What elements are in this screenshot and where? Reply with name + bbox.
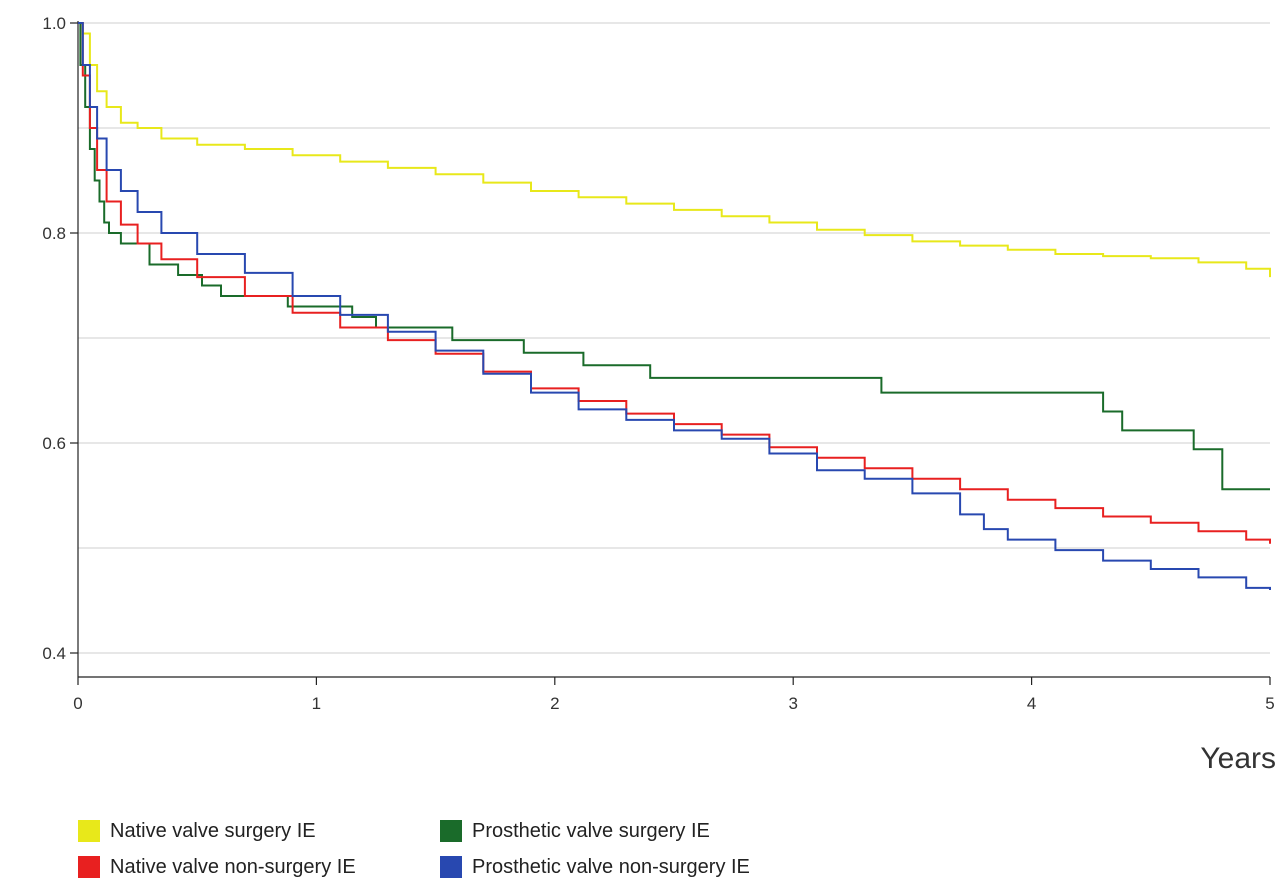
- legend-label-prosthetic-surgery: Prosthetic valve surgery IE: [472, 819, 710, 842]
- legend-label-prosthetic-non-surgery: Prosthetic valve non-surgery IE: [472, 855, 750, 878]
- series-line-3: [78, 22, 1271, 590]
- legend-label-native-non-surgery: Native valve non-surgery IE: [110, 855, 356, 878]
- x-tick-label: 1: [312, 694, 321, 713]
- x-tick-label: 4: [1027, 694, 1036, 713]
- legend-swatch-prosthetic-surgery: [440, 820, 462, 842]
- legend-swatch-prosthetic-non-surgery: [440, 856, 462, 878]
- y-tick-label: 1.0: [42, 14, 66, 33]
- x-tick-label: 3: [788, 694, 797, 713]
- legend: Native valve surgery IE Prosthetic valve…: [78, 815, 878, 885]
- grid-lines: [78, 22, 1270, 654]
- legend-item-native-surgery: Native valve surgery IE: [78, 818, 316, 844]
- legend-item-native-non-surgery: Native valve non-surgery IE: [78, 854, 356, 880]
- series-lines: [78, 22, 1271, 590]
- x-tick-label: 5: [1265, 694, 1274, 713]
- y-tick-label: 0.6: [42, 434, 66, 453]
- legend-label-native-surgery: Native valve surgery IE: [110, 819, 316, 842]
- series-line-1: [78, 22, 1270, 491]
- legend-item-prosthetic-surgery: Prosthetic valve surgery IE: [440, 818, 710, 844]
- y-tick-label: 0.8: [42, 224, 66, 243]
- legend-swatch-native-non-surgery: [78, 856, 100, 878]
- axes: [70, 21, 1271, 685]
- series-line-0: [78, 22, 1271, 278]
- series-line-2: [78, 22, 1271, 544]
- legend-swatch-native-surgery: [78, 820, 100, 842]
- x-tick-label: 2: [550, 694, 559, 713]
- tick-labels: 0.4 0.6 0.8 1.0 0 1 2 3 4 5: [42, 14, 1274, 713]
- legend-item-prosthetic-non-surgery: Prosthetic valve non-surgery IE: [440, 854, 750, 880]
- x-axis-title: Years: [1200, 742, 1276, 775]
- y-tick-label: 0.4: [42, 644, 66, 663]
- x-tick-label: 0: [73, 694, 82, 713]
- survival-chart: 0.4 0.6 0.8 1.0 0 1 2 3 4 5 Years: [42, 14, 1276, 775]
